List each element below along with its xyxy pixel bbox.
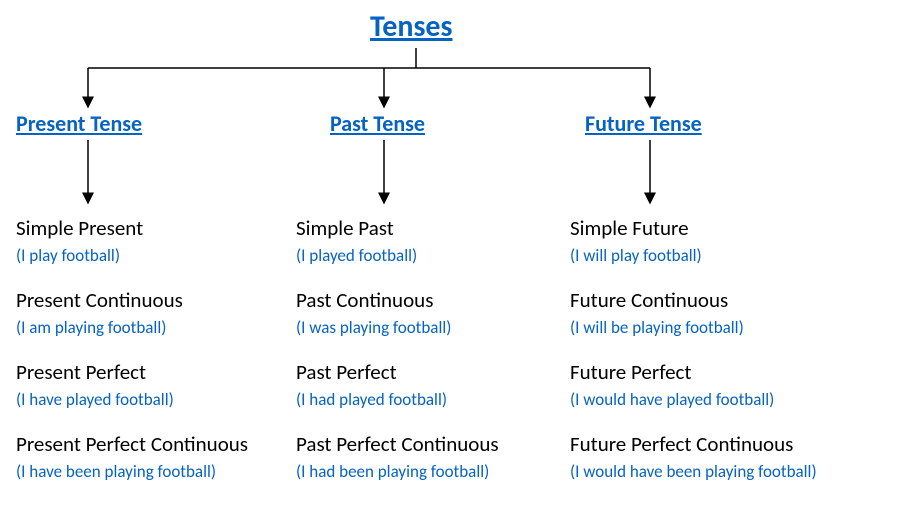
entry-label: Simple Present — [16, 215, 143, 241]
entry-label: Simple Past — [296, 215, 394, 241]
entry-example: (I have played football) — [16, 389, 174, 410]
entry-label: Past Perfect — [296, 359, 397, 385]
entry-example: (I play football) — [16, 245, 120, 266]
entry-label: Present Perfect Continuous — [16, 431, 248, 457]
diagram-title: Tenses — [370, 8, 453, 45]
entry-example: (I had been playing football) — [296, 461, 489, 482]
column-header-past: Past Tense — [330, 110, 425, 137]
entry-example: (I will be playing football) — [570, 317, 744, 338]
entry-example: (I would have been playing football) — [570, 461, 817, 482]
entry-example: (I will play football) — [570, 245, 702, 266]
entry-label: Past Continuous — [296, 287, 433, 313]
entry-example: (I played football) — [296, 245, 417, 266]
entry-example: (I was playing football) — [296, 317, 451, 338]
entry-label: Present Perfect — [16, 359, 146, 385]
column-header-present: Present Tense — [16, 110, 142, 137]
entry-example: (I am playing football) — [16, 317, 166, 338]
entry-label: Simple Future — [570, 215, 689, 241]
entry-label: Present Continuous — [16, 287, 183, 313]
entry-label: Past Perfect Continuous — [296, 431, 499, 457]
entry-label: Future Continuous — [570, 287, 728, 313]
entry-example: (I had played football) — [296, 389, 447, 410]
entry-example: (I would have played football) — [570, 389, 774, 410]
column-header-future: Future Tense — [585, 110, 702, 137]
entry-example: (I have been playing football) — [16, 461, 216, 482]
entry-label: Future Perfect Continuous — [570, 431, 793, 457]
entry-label: Future Perfect — [570, 359, 691, 385]
